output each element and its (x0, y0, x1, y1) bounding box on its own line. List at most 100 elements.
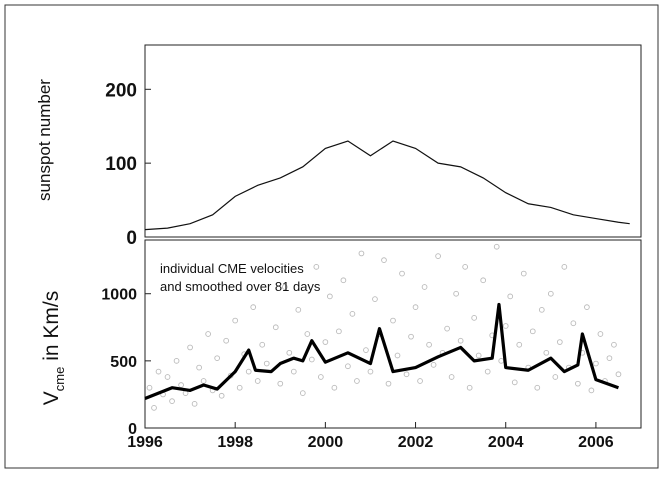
cme-velocity-point (259, 341, 266, 348)
cme-velocity-point (281, 284, 288, 290)
cme-velocity-point (200, 378, 207, 384)
cme-velocity-point (390, 317, 396, 324)
cme-velocity-point (164, 374, 171, 380)
cme-velocity-point (313, 264, 320, 270)
cme-velocity-point (430, 362, 437, 368)
cme-velocity-point (561, 264, 568, 270)
cme-velocity-point (196, 364, 202, 371)
cme-velocity-point (263, 360, 270, 367)
sunspot-ytick-label: 200 (105, 80, 137, 101)
cme-velocity-point (507, 293, 514, 300)
cme-velocity-point (493, 243, 500, 250)
cme-velocity-point (417, 378, 423, 384)
cme-velocity-point (322, 339, 329, 345)
cme-velocity-point (155, 368, 162, 375)
cme-velocity-point (349, 311, 356, 317)
cme-velocity-point (484, 368, 491, 375)
cme-velocity-point (570, 320, 577, 327)
cme-xtick-label: 2006 (578, 434, 614, 451)
cme-velocity-point (178, 382, 184, 388)
cme-velocity-point (480, 277, 487, 284)
cme-velocity-point (520, 270, 527, 277)
cme-velocity-point (529, 328, 536, 335)
cme-velocity-point (187, 344, 193, 351)
sunspot-series-line (144, 140, 630, 231)
cme-velocity-point (462, 264, 468, 270)
cme-velocity-point (327, 293, 333, 300)
cme-velocity-point (214, 355, 220, 362)
cme-velocity-point (498, 358, 505, 364)
cme-ylabel-rest: in Km/s (40, 291, 63, 367)
sunspot-ytick-label: 0 (126, 228, 137, 249)
cme-velocity-point (426, 341, 432, 348)
sunspot-ytick-label: 100 (105, 154, 137, 175)
cme-velocity-point (584, 304, 590, 310)
figure-border (4, 4, 659, 469)
sunspot-panel: 0 100 200 (105, 44, 642, 249)
cme-velocity-point (556, 339, 563, 345)
cme-velocity-point (169, 398, 175, 404)
cme-xtick-label: 1998 (217, 434, 253, 451)
cme-velocity-point (318, 374, 324, 380)
cme-velocity-point (466, 384, 473, 391)
cme-xtick-label: 2000 (308, 434, 344, 451)
cme-velocity-point (516, 341, 523, 348)
cme-xtick-label: 2002 (398, 434, 434, 451)
cme-velocity-point (385, 380, 392, 387)
cme-velocity-point (151, 405, 157, 411)
cme-velocity-point (412, 304, 419, 310)
cme-velocity-point (552, 374, 559, 380)
cme-ylabel-main: V (40, 391, 63, 405)
cme-velocity-point (331, 384, 338, 391)
cme-velocity-point (223, 337, 230, 344)
cme-velocity-point (475, 352, 482, 359)
annotation-line-1: individual CME velocities (160, 261, 304, 276)
cme-velocity-point (534, 384, 541, 391)
cme-velocity-point (597, 331, 604, 337)
cme-panel: 0 500 1000 1996 1998 2000 2002 2004 2006 (101, 239, 642, 451)
cme-velocity-point (290, 368, 297, 375)
cme-velocity-point (606, 355, 613, 362)
cme-plot-frame (144, 239, 642, 429)
cme-velocity-point (191, 400, 198, 407)
cme-velocity-point (408, 333, 414, 340)
cme-ytick-label: 1000 (101, 287, 137, 304)
cme-velocity-point (372, 296, 378, 302)
cme-velocity-point (399, 270, 405, 277)
cme-velocity-point (232, 317, 239, 324)
cme-velocity-point (615, 371, 622, 378)
cme-velocity-point (205, 331, 211, 337)
cme-velocity-point (502, 323, 509, 329)
cme-velocity-point (304, 331, 311, 337)
cme-velocity-point (403, 371, 410, 378)
cme-velocity-point (448, 374, 455, 380)
cme-velocity-point (363, 347, 369, 353)
cme-velocity-point (340, 277, 347, 284)
cme-velocity-point (588, 387, 595, 394)
cme-velocity-point (575, 380, 581, 387)
cme-velocity-point (308, 356, 315, 363)
sunspot-plot-frame (144, 44, 642, 238)
cme-velocity-point (358, 250, 365, 257)
cme-velocity-point (593, 360, 599, 367)
cme-velocity-point (245, 368, 252, 375)
cme-velocity-point (611, 341, 617, 348)
sunspot-ylabel: sunspot number (35, 79, 54, 201)
cme-smoothed-line (144, 302, 619, 400)
cme-velocity-point (254, 378, 261, 384)
annotation-line-2: and smoothed over 81 days (160, 279, 321, 294)
cme-velocity-point (218, 392, 225, 399)
cme-xtick-label: 1996 (127, 434, 163, 451)
cme-velocity-point (444, 325, 450, 332)
cme-velocity-point (272, 324, 279, 331)
cme-velocity-point (421, 284, 428, 290)
cme-velocity-point (277, 380, 284, 387)
cme-velocity-point (250, 304, 257, 310)
cme-velocity-point (295, 306, 302, 313)
cme-velocity-point (299, 390, 306, 396)
cme-ylabel: Vcme in Km/s (40, 291, 67, 405)
cme-velocity-point (394, 352, 401, 359)
cme-velocity-point (381, 257, 387, 263)
cme-velocity-point (173, 358, 180, 364)
cme-ytick-label: 0 (128, 421, 137, 438)
